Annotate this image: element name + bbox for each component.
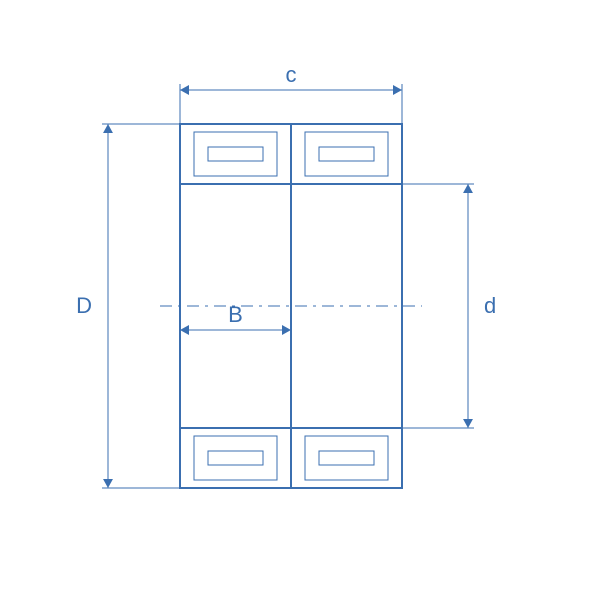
svg-text:d: d xyxy=(484,293,496,318)
svg-text:D: D xyxy=(76,293,92,318)
svg-text:B: B xyxy=(228,302,243,327)
svg-text:c: c xyxy=(286,62,297,87)
bearing-cross-section-diagram: Dd c B xyxy=(0,0,600,600)
